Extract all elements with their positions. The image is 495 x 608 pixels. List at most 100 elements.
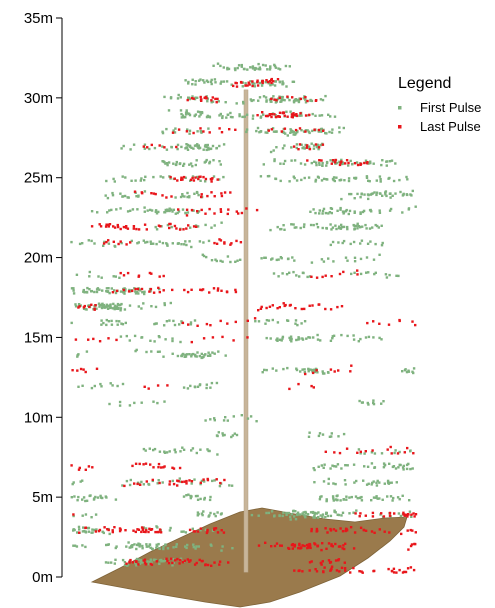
first-pulse-point [359, 452, 362, 455]
last-pulse-point [78, 466, 81, 470]
last-pulse-point [323, 566, 326, 569]
first-pulse-point [209, 386, 212, 389]
last-pulse-point [208, 207, 211, 211]
first-pulse-point [151, 547, 154, 551]
first-pulse-point [359, 242, 362, 245]
last-pulse-point [290, 115, 293, 119]
first-pulse-point [329, 159, 332, 162]
last-pulse-point [177, 208, 180, 211]
first-pulse-point [217, 431, 220, 434]
first-pulse-point [296, 130, 299, 134]
first-pulse-point [340, 225, 344, 229]
first-pulse-point [310, 161, 313, 165]
first-pulse-point [234, 68, 237, 72]
last-pulse-point [295, 113, 298, 116]
first-pulse-point [186, 543, 189, 547]
first-pulse-point [314, 180, 317, 183]
first-pulse-point [210, 101, 213, 104]
first-pulse-point [386, 479, 390, 483]
first-pulse-point [190, 146, 193, 149]
first-pulse-point [195, 159, 198, 162]
last-pulse-point [178, 466, 182, 470]
last-pulse-point [414, 323, 417, 327]
first-pulse-point [342, 432, 346, 436]
first-pulse-point [171, 210, 174, 213]
first-pulse-point [222, 175, 225, 179]
first-pulse-point [295, 513, 299, 516]
first-pulse-point [353, 210, 356, 213]
last-pulse-point [97, 529, 101, 533]
first-pulse-point [343, 179, 346, 182]
first-pulse-point [317, 465, 320, 468]
first-pulse-point [313, 516, 317, 519]
first-pulse-point [311, 129, 314, 133]
first-pulse-point [282, 224, 285, 227]
first-pulse-point [345, 495, 348, 498]
last-pulse-point [162, 274, 165, 278]
first-pulse-point [331, 495, 335, 498]
last-pulse-point [199, 288, 202, 291]
last-pulse-point [411, 320, 414, 323]
first-pulse-point [319, 495, 322, 499]
last-pulse-point [383, 530, 386, 533]
first-pulse-point [163, 400, 166, 403]
first-pulse-point [200, 131, 203, 134]
first-pulse-point [123, 287, 126, 290]
first-pulse-point [240, 414, 243, 417]
first-pulse-point [215, 259, 218, 263]
first-pulse-point [264, 256, 267, 259]
last-pulse-point [185, 482, 188, 485]
first-pulse-point [334, 498, 338, 501]
first-pulse-point [155, 322, 158, 325]
first-pulse-point [193, 144, 197, 147]
first-pulse-point [380, 402, 383, 405]
first-pulse-point [136, 242, 139, 245]
first-pulse-point [332, 497, 335, 500]
first-pulse-point [270, 510, 274, 513]
first-pulse-point [339, 178, 343, 181]
first-pulse-point [251, 65, 255, 68]
first-pulse-point [204, 223, 207, 227]
last-pulse-point [188, 479, 191, 482]
first-pulse-point [371, 481, 374, 485]
last-pulse-point [156, 384, 160, 387]
last-pulse-point [329, 529, 333, 532]
first-pulse-point [158, 240, 161, 243]
first-pulse-point [307, 176, 311, 179]
first-pulse-point [133, 334, 137, 338]
first-pulse-point [333, 115, 337, 118]
first-pulse-point [208, 162, 211, 165]
first-pulse-point [272, 130, 276, 133]
first-pulse-point [295, 226, 298, 229]
last-pulse-point [189, 178, 193, 181]
first-pulse-point [380, 244, 384, 247]
first-pulse-point [324, 211, 328, 215]
first-pulse-point [408, 510, 412, 513]
first-pulse-point [266, 131, 269, 134]
last-pulse-point [305, 144, 309, 147]
first-pulse-point [359, 196, 362, 199]
first-pulse-point [165, 209, 169, 213]
first-pulse-point [197, 79, 201, 82]
last-pulse-point [149, 528, 153, 531]
first-pulse-point [294, 319, 298, 322]
first-pulse-point [205, 79, 209, 82]
first-pulse-point [325, 498, 328, 501]
first-pulse-point [88, 275, 91, 278]
last-pulse-point [151, 478, 154, 482]
first-pulse-point [140, 307, 143, 310]
last-pulse-point [134, 530, 137, 534]
first-pulse-point [119, 307, 123, 310]
first-pulse-point [303, 368, 306, 371]
first-pulse-point [125, 545, 128, 548]
first-pulse-point [140, 336, 143, 339]
first-pulse-point [137, 543, 140, 547]
first-pulse-point [264, 322, 267, 325]
first-pulse-point [293, 226, 296, 229]
last-pulse-point [298, 127, 302, 130]
first-pulse-point [196, 225, 200, 228]
first-pulse-point [337, 435, 340, 438]
first-pulse-point [336, 209, 339, 212]
first-pulse-point [272, 95, 275, 98]
first-pulse-point [303, 371, 306, 374]
